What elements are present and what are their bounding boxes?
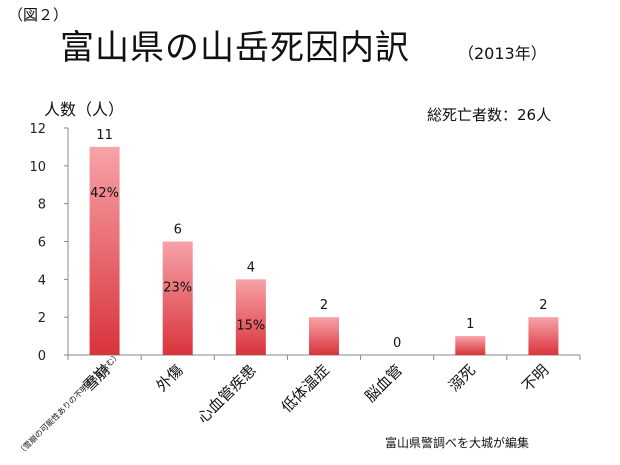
category-label: 不明	[518, 361, 552, 395]
total-deaths-label: 総死亡者数：26人	[427, 106, 552, 124]
value-label: 1	[466, 317, 474, 332]
category-label: 雪崩	[79, 361, 113, 395]
bar-4	[309, 317, 339, 355]
category-label: 心血管疾患	[194, 361, 260, 427]
percent-label: 23%	[163, 281, 192, 296]
y-axis-title: 人数（人）	[44, 100, 125, 119]
category-label: 脳血管	[361, 361, 406, 406]
y-tick-label: 10	[29, 160, 46, 175]
bar-7	[528, 317, 559, 355]
figure-label: （図２）	[8, 6, 69, 24]
bar-1	[89, 146, 120, 355]
bar-2	[162, 241, 193, 355]
y-tick-label: 12	[29, 122, 46, 137]
percent-label: 15%	[236, 318, 265, 333]
value-label: 4	[247, 260, 255, 275]
source-label: 富山県警調べを大城が編集	[385, 436, 530, 450]
category-label: 低体温症	[278, 361, 333, 416]
value-label: 6	[174, 223, 182, 238]
y-tick-label: 2	[38, 311, 46, 326]
percent-label: 42%	[90, 186, 119, 201]
y-tick-label: 4	[38, 273, 46, 288]
category-label: 外傷	[153, 361, 187, 395]
bar-3	[235, 279, 266, 355]
value-label: 2	[539, 298, 547, 313]
chart-title: 富山県の山岳死因内訳	[60, 28, 410, 68]
value-label: 0	[393, 336, 401, 351]
y-tick-label: 8	[38, 198, 46, 213]
year-label: （2013年）	[458, 44, 547, 63]
value-label: 11	[96, 128, 113, 143]
category-label: 溺死	[445, 361, 479, 395]
value-label: 2	[320, 298, 328, 313]
y-tick-label: 0	[38, 349, 46, 364]
bar-6	[455, 336, 486, 355]
y-tick-label: 6	[38, 236, 46, 251]
